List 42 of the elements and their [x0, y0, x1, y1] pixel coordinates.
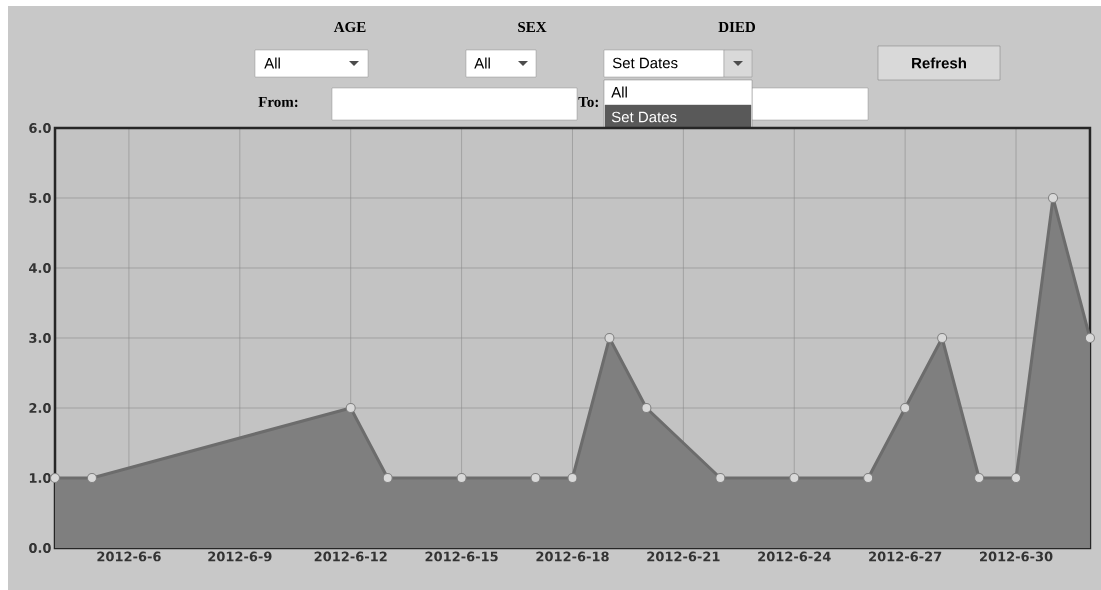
point — [50, 473, 60, 483]
text: From: — [258, 96, 298, 108]
point — [937, 333, 948, 343]
y-tick-label: 0.0 — [29, 543, 51, 553]
text: DIED — [718, 22, 756, 32]
point — [789, 473, 800, 483]
x-tick-label: 2012-6-30 — [980, 551, 1053, 562]
text: Set Dates — [612, 57, 678, 69]
text: All — [611, 86, 627, 98]
point — [456, 473, 467, 483]
x-tick-label: 2012-6-21 — [647, 551, 720, 562]
point — [530, 473, 541, 483]
x-tick-label: 2012-6-18 — [536, 551, 609, 562]
text: To: — [578, 96, 598, 108]
text: Refresh — [912, 57, 966, 69]
y-tick-label: 3.0 — [29, 333, 51, 343]
point — [641, 403, 652, 413]
y-tick-label: 6.0 — [29, 123, 51, 133]
text: SEX — [518, 21, 547, 33]
y-tick-label: 1.0 — [29, 473, 51, 483]
y-tick-label: 2.0 — [29, 403, 51, 413]
point — [345, 403, 356, 413]
x-tick-label: 2012-6-6 — [97, 551, 161, 562]
point — [382, 473, 393, 483]
text: All — [264, 57, 280, 69]
point — [1048, 193, 1059, 203]
point — [604, 333, 615, 343]
x-tick-label: 2012-6-12 — [314, 551, 387, 562]
x-tick-label: 2012-6-15 — [425, 551, 498, 562]
y-tick-label: 4.0 — [29, 263, 51, 273]
x-tick-label: 2012-6-9 — [208, 551, 272, 562]
y-tick-label: 5.0 — [29, 193, 51, 203]
text: Set Dates — [611, 111, 677, 123]
point — [974, 473, 985, 483]
point — [567, 473, 578, 483]
point — [86, 473, 97, 483]
x-tick-label: 2012-6-24 — [758, 551, 831, 562]
text: AGE — [333, 21, 366, 33]
text: All — [474, 57, 490, 69]
point — [863, 473, 874, 483]
x-tick-label: 2012-6-27 — [869, 551, 942, 562]
point — [715, 473, 726, 483]
